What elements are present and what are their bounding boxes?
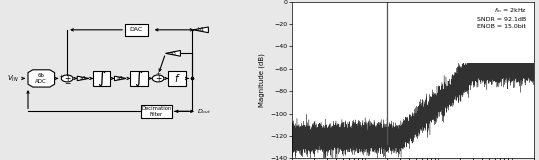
- Text: b1: b1: [197, 27, 204, 32]
- FancyBboxPatch shape: [168, 71, 185, 86]
- Text: +: +: [155, 71, 161, 76]
- Text: $\int$: $\int$: [134, 69, 144, 88]
- Text: $\mathit{f}$: $\mathit{f}$: [174, 72, 180, 84]
- Text: DAC: DAC: [130, 27, 143, 32]
- Text: +: +: [58, 74, 64, 79]
- Text: Decimation
Filter: Decimation Filter: [141, 106, 171, 117]
- Text: $\int$: $\int$: [97, 69, 107, 88]
- FancyBboxPatch shape: [125, 24, 148, 36]
- Polygon shape: [114, 76, 126, 81]
- Text: a3: a3: [169, 51, 176, 56]
- FancyBboxPatch shape: [93, 71, 110, 86]
- Circle shape: [61, 75, 73, 82]
- Y-axis label: Magnitude (dB): Magnitude (dB): [259, 53, 265, 107]
- FancyBboxPatch shape: [130, 71, 148, 86]
- Text: a1: a1: [80, 76, 87, 81]
- Text: −: −: [64, 79, 70, 88]
- Text: 6b
ADC: 6b ADC: [36, 73, 47, 84]
- Polygon shape: [28, 70, 54, 87]
- Circle shape: [152, 75, 164, 82]
- Polygon shape: [77, 76, 89, 81]
- Text: $V_{IN}$: $V_{IN}$: [6, 73, 18, 84]
- FancyBboxPatch shape: [141, 105, 171, 118]
- Text: +: +: [64, 74, 70, 83]
- Polygon shape: [165, 51, 181, 56]
- Text: $f_{in}$ = 2kHz
SNDR = 92.1dB
ENOB = 15.0bit: $f_{in}$ = 2kHz SNDR = 92.1dB ENOB = 15.…: [477, 6, 527, 29]
- Text: a2: a2: [117, 76, 124, 81]
- Text: +: +: [155, 74, 161, 83]
- Polygon shape: [194, 27, 209, 33]
- Text: $D_{out}$: $D_{out}$: [197, 107, 212, 116]
